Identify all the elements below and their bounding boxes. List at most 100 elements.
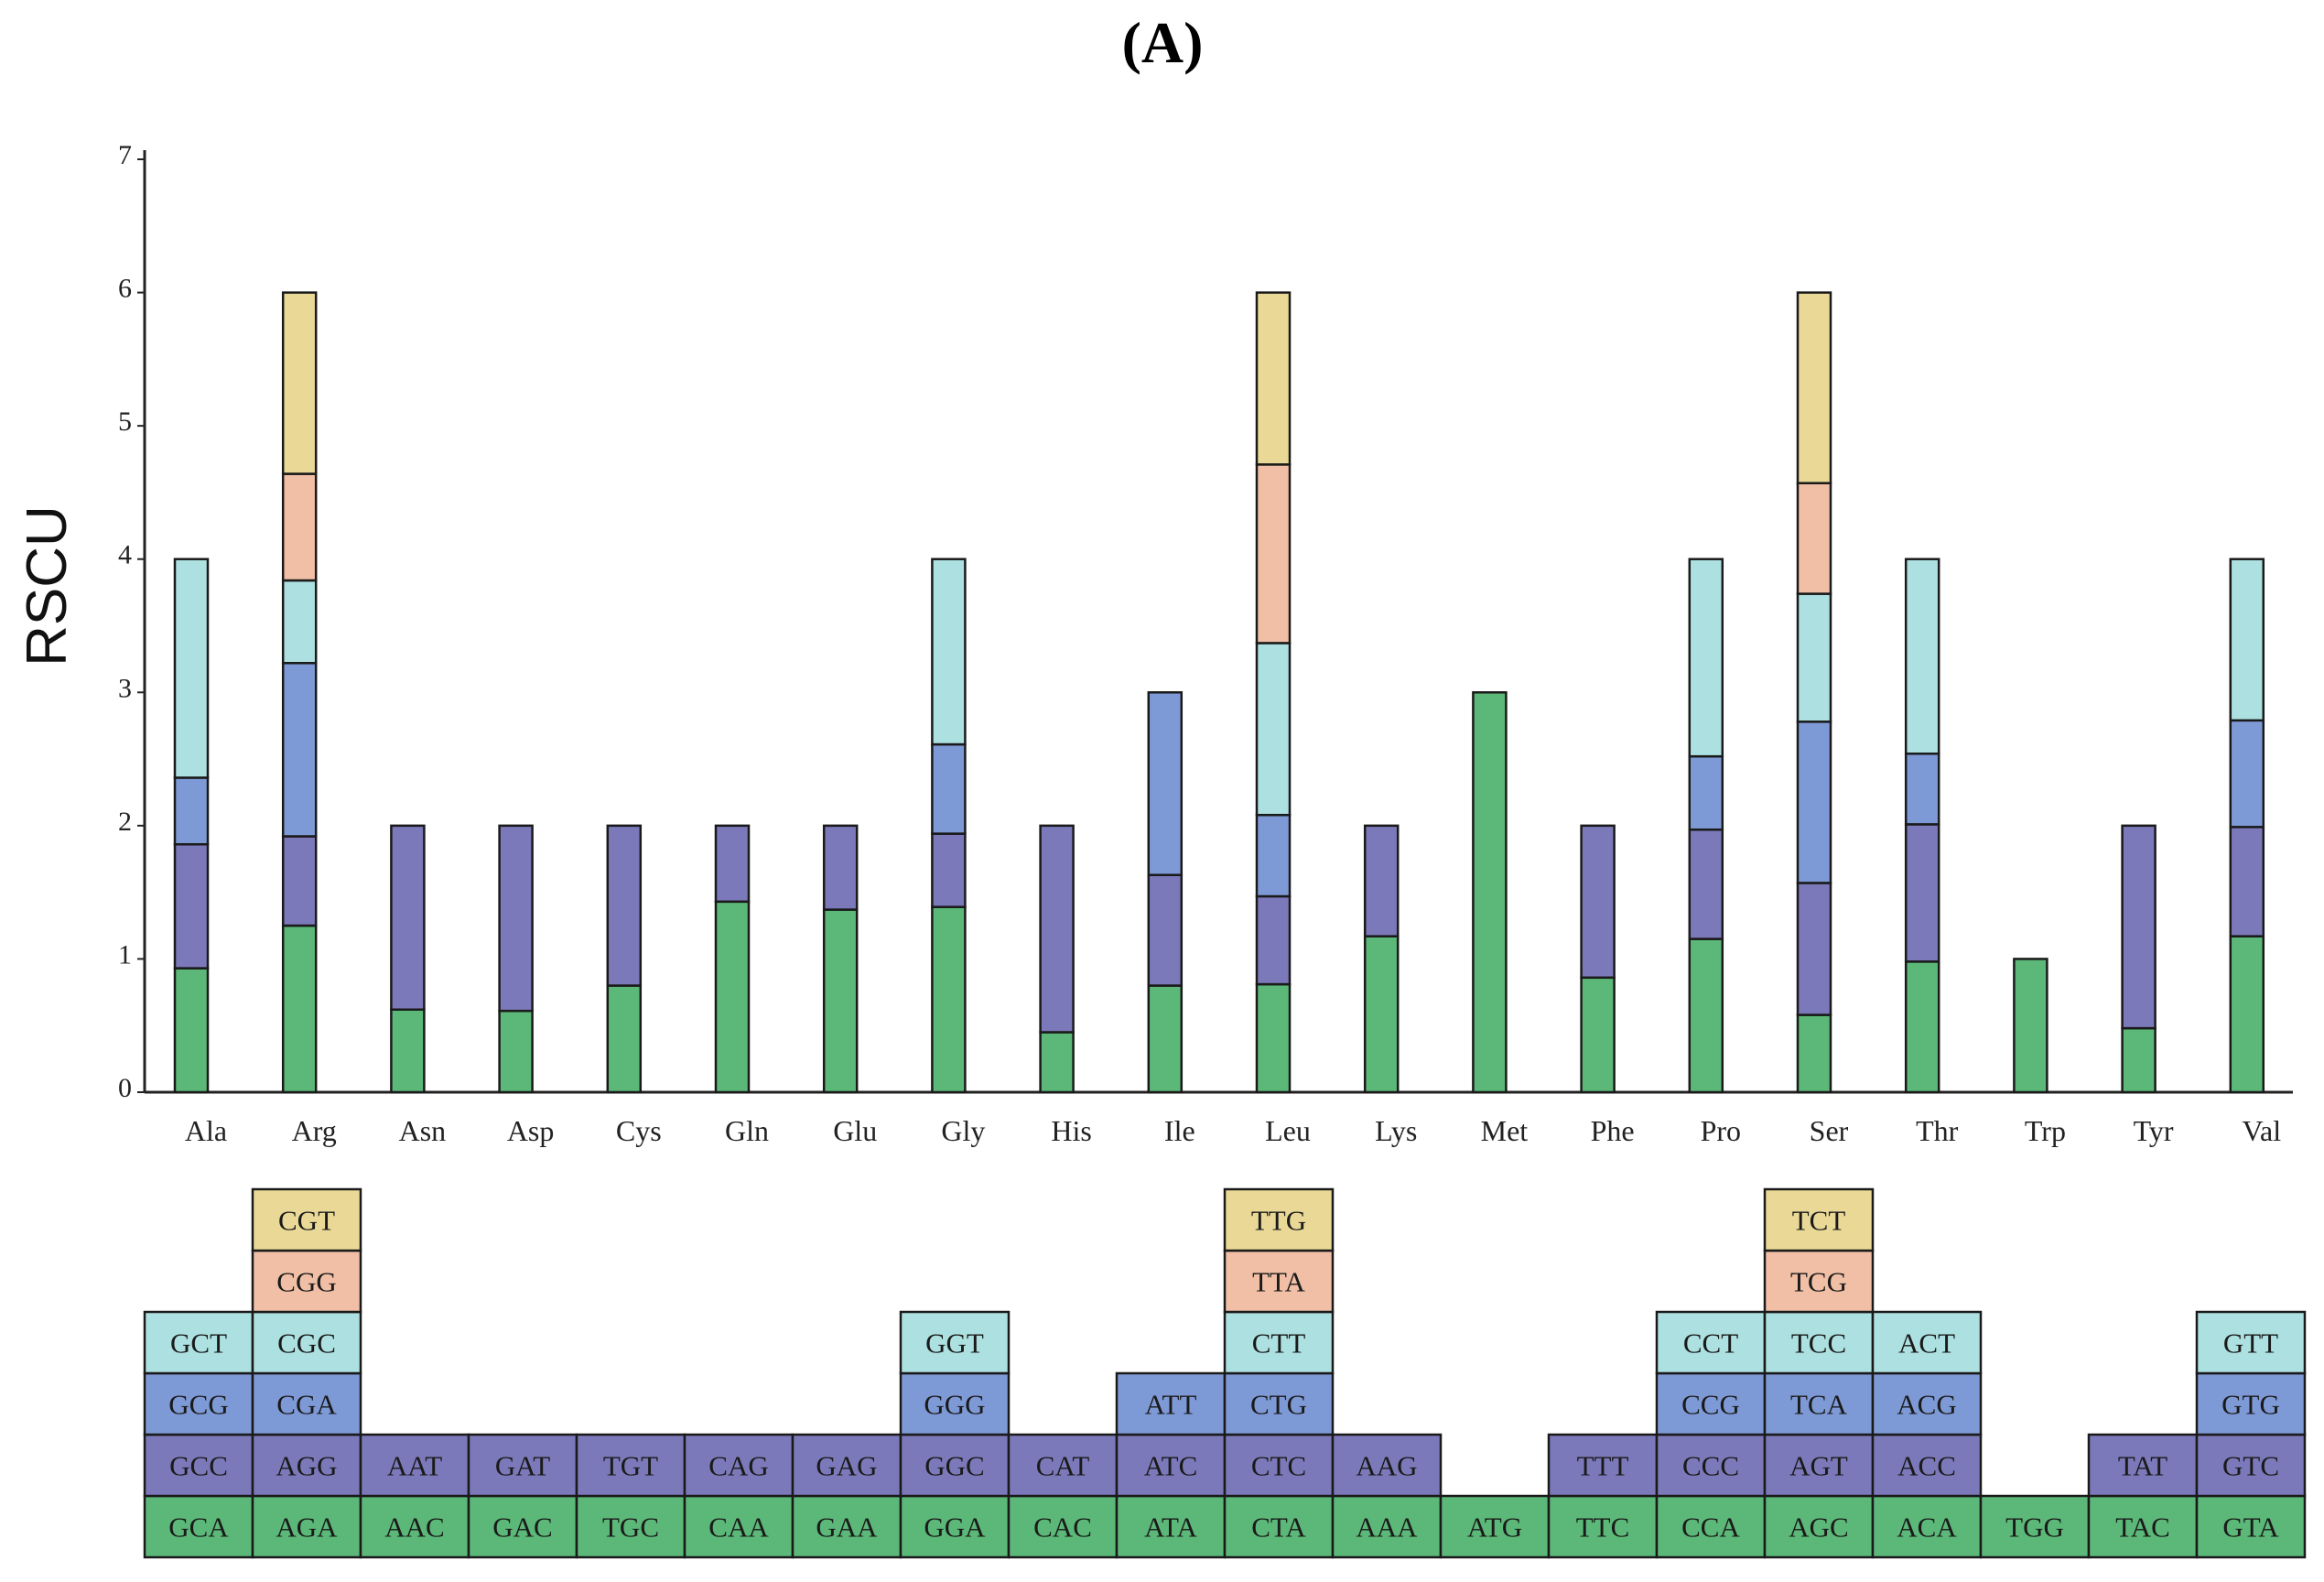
codon-cell-TTT xyxy=(1547,1433,1659,1498)
codon-cell-AGG xyxy=(251,1433,362,1498)
bar-segment-GAA xyxy=(822,908,859,1094)
bar-segment-GGT xyxy=(931,558,967,746)
bar-segment-ATA xyxy=(1147,984,1184,1094)
x-tick-label-Asn: Asn xyxy=(399,1114,447,1147)
bar-segment-GTT xyxy=(2229,558,2265,722)
codon-cell-TCG xyxy=(1763,1249,1875,1314)
x-tick-label-Arg: Arg xyxy=(292,1114,337,1147)
bar-segment-GTA xyxy=(2229,935,2265,1094)
bar-segment-TTC xyxy=(1580,976,1616,1094)
bars xyxy=(173,291,2265,1094)
codon-label-ATG: ATG xyxy=(1467,1512,1522,1544)
codon-label-CAT: CAT xyxy=(1036,1450,1090,1482)
x-tick-label-Trp: Trp xyxy=(2025,1114,2066,1147)
bar-segment-GAC xyxy=(498,1009,534,1094)
codon-cell-ACT xyxy=(1871,1310,1983,1375)
codon-label-AGT: AGT xyxy=(1789,1450,1848,1482)
codon-cell-GAC xyxy=(467,1494,578,1559)
codon-label-GTC: GTC xyxy=(2222,1450,2279,1482)
codon-label-ATT: ATT xyxy=(1145,1389,1197,1421)
codon-cell-AAG xyxy=(1331,1433,1443,1498)
codon-label-TAC: TAC xyxy=(2115,1512,2170,1544)
codon-cell-AGA xyxy=(251,1494,362,1559)
bar-segment-CAA xyxy=(714,900,751,1094)
codon-cell-GAT xyxy=(467,1433,578,1498)
bar-segment-GTG xyxy=(2229,719,2265,829)
codon-cell-GGT xyxy=(899,1310,1011,1375)
codon-label-ATA: ATA xyxy=(1144,1512,1197,1544)
bar-segment-GCC xyxy=(173,842,210,970)
bar-segment-TTT xyxy=(1580,824,1616,980)
bar-segment-ACA xyxy=(1904,960,1940,1094)
codon-cell-GCT xyxy=(143,1310,254,1375)
bar-segment-AAA xyxy=(1363,935,1400,1094)
codon-label-GCT: GCT xyxy=(170,1327,227,1360)
codon-label-CTA: CTA xyxy=(1251,1512,1306,1544)
codon-label-AAA: AAA xyxy=(1356,1512,1418,1544)
codon-label-ACA: ACA xyxy=(1897,1512,1957,1544)
codon-cell-TCC xyxy=(1763,1310,1875,1375)
x-tick-label-Ser: Ser xyxy=(1810,1114,1849,1147)
codon-label-GCG: GCG xyxy=(168,1389,228,1421)
bar-segment-TCG xyxy=(1796,482,1832,595)
codon-cell-CGC xyxy=(251,1310,362,1375)
bar-segment-AGG xyxy=(281,835,318,927)
codon-label-CTG: CTG xyxy=(1250,1389,1307,1421)
codon-cell-GGG xyxy=(899,1371,1011,1436)
codon-label-GCC: GCC xyxy=(169,1450,228,1482)
bar-segment-ACT xyxy=(1904,558,1940,755)
x-tick-label-Thr: Thr xyxy=(1916,1114,1959,1147)
y-tick-label: 6 xyxy=(118,274,132,304)
codon-label-TAT: TAT xyxy=(2118,1450,2167,1482)
bar-segment-TGG xyxy=(2013,958,2048,1094)
codon-cell-TCT xyxy=(1763,1187,1875,1252)
codon-cell-ATA xyxy=(1115,1494,1227,1559)
bar-segment-CTA xyxy=(1255,982,1292,1094)
codon-cell-ACA xyxy=(1871,1494,1983,1559)
codon-cell-ATT xyxy=(1115,1371,1227,1436)
bar-segment-AGA xyxy=(281,924,318,1094)
codon-label-CAA: CAA xyxy=(708,1512,769,1544)
codon-cell-ACG xyxy=(1871,1371,1983,1436)
x-tick-label-Leu: Leu xyxy=(1265,1114,1311,1147)
codon-cell-ACC xyxy=(1871,1433,1983,1498)
x-tick-label-Val: Val xyxy=(2242,1114,2281,1147)
codon-label-GTT: GTT xyxy=(2223,1327,2278,1360)
axes: 0 1 2 3 4 5 6 7 xyxy=(118,140,2293,1103)
codon-label-AAT: AAT xyxy=(387,1450,442,1482)
bar-segment-ATT xyxy=(1147,691,1184,876)
bar-segment-GAG xyxy=(822,824,859,911)
codon-label-CCC: CCC xyxy=(1682,1450,1739,1482)
bar-segment-CCG xyxy=(1688,754,1724,831)
bar-segment-GCA xyxy=(173,967,210,1094)
bar-segment-CCC xyxy=(1688,828,1724,940)
codon-cell-CAG xyxy=(683,1433,794,1498)
codon-label-CTT: CTT xyxy=(1252,1327,1306,1360)
bar-segment-CTC xyxy=(1255,894,1292,986)
codon-label-GAC: GAC xyxy=(492,1512,552,1544)
codon-cell-CCC xyxy=(1655,1433,1767,1498)
codon-label-GAG: GAG xyxy=(816,1450,877,1482)
y-tick-label: 7 xyxy=(118,140,132,170)
panel-label: (A) xyxy=(1122,10,1204,75)
codon-label-ATC: ATC xyxy=(1144,1450,1198,1482)
codon-cell-CAC xyxy=(1007,1494,1119,1559)
codon-label-TCT: TCT xyxy=(1792,1205,1846,1237)
codon-label-CGT: CGT xyxy=(278,1205,335,1237)
bar-segment-CCA xyxy=(1688,937,1724,1094)
x-tick-label-His: His xyxy=(1051,1114,1091,1147)
codon-cell-GTT xyxy=(2195,1310,2307,1375)
bar-segment-GGA xyxy=(931,905,967,1094)
codon-label-GAA: GAA xyxy=(816,1512,878,1544)
codon-label-TGT: TGT xyxy=(603,1450,658,1482)
bar-segment-AGT xyxy=(1796,882,1832,1016)
codon-label-GTA: GTA xyxy=(2222,1512,2279,1544)
bar-segment-TCA xyxy=(1796,721,1832,884)
codon-cell-CCT xyxy=(1655,1310,1767,1375)
bar-segment-GCG xyxy=(173,776,210,846)
codon-cell-CAA xyxy=(683,1494,794,1559)
codon-label-ACG: ACG xyxy=(1897,1389,1956,1421)
bar-segment-GGG xyxy=(931,742,967,835)
codon-cell-TGG xyxy=(1979,1494,2091,1559)
codon-cell-TGT xyxy=(575,1433,686,1498)
